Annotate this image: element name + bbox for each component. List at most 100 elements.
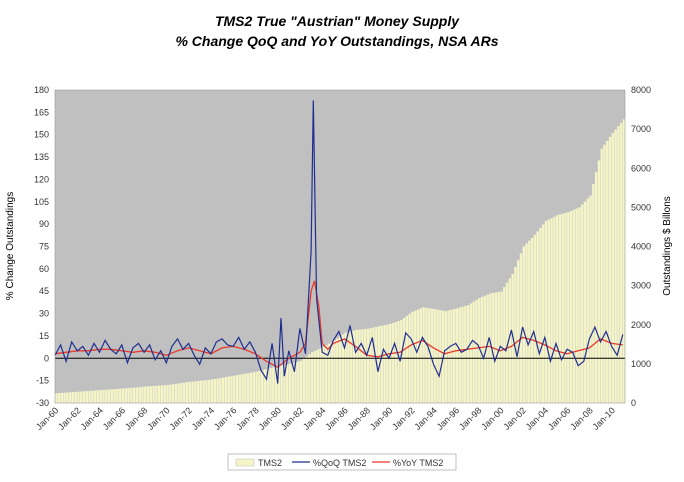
right-tick-label: 5000: [631, 202, 651, 212]
tms2-bar: [564, 212, 567, 403]
tms2-bar: [617, 126, 620, 403]
tms2-bar: [581, 204, 584, 403]
tms2-bar: [107, 389, 111, 403]
tms2-bar: [536, 231, 539, 403]
legend-label-tms2: TMS2: [258, 458, 282, 468]
tms2-bar: [366, 328, 370, 403]
tms2-bar: [569, 210, 573, 403]
tms2-bar: [60, 392, 63, 403]
tms2-bar: [450, 309, 453, 403]
tms2-bar: [85, 391, 89, 403]
tms2-bar: [550, 218, 553, 403]
tms2-bar: [447, 310, 450, 403]
legend-box: [227, 453, 457, 471]
tms2-bar: [55, 393, 58, 403]
tms2-bar: [391, 322, 395, 403]
tms2-bar: [116, 388, 119, 403]
tms2-bar: [57, 393, 61, 403]
legend-label-qoq: %QoQ TMS2: [313, 458, 366, 468]
tms2-bar: [528, 240, 531, 403]
tms2-bar: [230, 376, 233, 403]
tms2-bar: [444, 311, 448, 403]
tms2-bar: [575, 208, 578, 403]
tms2-bar: [414, 310, 417, 403]
x-tick-label: Jan-60: [34, 405, 61, 432]
tms2-bar: [547, 219, 551, 403]
tms2-bar: [514, 267, 517, 403]
tms2-bar: [263, 369, 267, 403]
tms2-bar: [369, 328, 372, 403]
tms2-bar: [216, 378, 219, 403]
tms2-bar: [144, 386, 147, 403]
tms2-bar: [286, 364, 289, 403]
x-tick-label: Jan-08: [568, 405, 595, 432]
tms2-bar: [400, 320, 403, 403]
tms2-bar: [199, 380, 203, 403]
tms2-bar: [311, 352, 314, 403]
left-tick-label: 90: [39, 219, 49, 229]
tms2-bar: [361, 329, 364, 403]
tms2-bar: [430, 308, 434, 403]
tms2-bar: [121, 388, 125, 403]
x-tick-label: Jan-86: [323, 405, 350, 432]
tms2-bar: [494, 292, 498, 403]
right-tick-label: 3000: [631, 281, 651, 291]
left-tick-label: 105: [34, 197, 49, 207]
tms2-bar: [155, 385, 158, 403]
tms2-bar: [606, 140, 609, 404]
tms2-bar: [169, 384, 172, 403]
tms2-bar: [475, 299, 478, 403]
tms2-bar: [297, 361, 300, 403]
right-axis-label: Outstandings $ Billons: [662, 196, 673, 296]
left-tick-label: 75: [39, 242, 49, 252]
right-tick-label: 4000: [631, 242, 651, 252]
tms2-bar: [247, 373, 250, 403]
tms2-bar: [517, 260, 520, 403]
tms2-bar: [249, 372, 253, 403]
tms2-bar: [308, 354, 311, 403]
tms2-bar: [608, 136, 612, 403]
tms2-bar: [411, 311, 414, 403]
left-tick-label: 135: [34, 152, 49, 162]
tms2-bar: [202, 380, 205, 403]
tms2-bar: [333, 340, 336, 403]
tms2-bar: [561, 213, 564, 403]
tms2-bar: [124, 388, 127, 403]
tms2-bar: [280, 365, 283, 403]
tms2-bar: [338, 336, 342, 403]
tms2-bar: [503, 287, 506, 403]
tms2-bar: [80, 391, 83, 403]
tms2-bar: [497, 291, 500, 403]
x-tick-label: Jan-84: [301, 405, 328, 432]
x-tick-label: Jan-88: [346, 405, 373, 432]
left-tick-label: 15: [39, 331, 49, 341]
right-tick-label: 6000: [631, 163, 651, 173]
tms2-bar: [141, 386, 144, 403]
series-qoq-line: [54, 100, 624, 384]
tms2-bar: [322, 347, 325, 403]
tms2-bar: [466, 305, 470, 403]
tms2-bar: [219, 378, 222, 403]
tms2-bar: [102, 389, 105, 403]
left-tick-label: 150: [34, 130, 49, 140]
tms2-bar: [469, 303, 473, 403]
tms2-bar: [316, 349, 320, 403]
right-tick-label: 2000: [631, 320, 651, 330]
tms2-bar: [427, 308, 431, 403]
tms2-bar: [157, 385, 161, 403]
tms2-bar: [619, 122, 623, 404]
left-axis-ticks: -30 -15 0 15 30 45 60 75 90 105 120 135 150 165 180: [34, 85, 49, 408]
tms2-bar: [255, 371, 258, 403]
tms2-bar: [260, 370, 264, 403]
tms2-bar: [132, 387, 136, 403]
tms2-bar: [269, 368, 272, 403]
tms2-bar: [597, 160, 601, 403]
x-tick-label: Jan-96: [435, 405, 462, 432]
tms2-bar: [238, 374, 242, 403]
tms2-bar: [558, 214, 562, 403]
tms2-bar: [363, 328, 367, 403]
tms2-bar: [208, 379, 211, 403]
x-tick-label: Jan-98: [457, 405, 484, 432]
x-tick-label: Jan-04: [524, 405, 551, 432]
tms2-bar: [127, 388, 130, 403]
